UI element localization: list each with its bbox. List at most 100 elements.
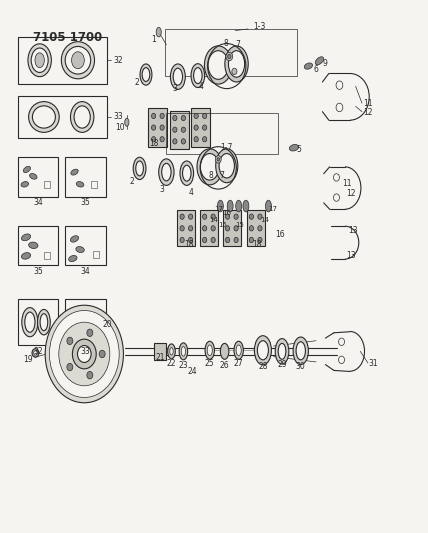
Ellipse shape <box>88 314 96 330</box>
Circle shape <box>258 214 262 219</box>
Bar <box>169 111 189 149</box>
Ellipse shape <box>254 336 271 365</box>
Circle shape <box>336 103 343 112</box>
Circle shape <box>152 114 156 118</box>
Ellipse shape <box>71 52 84 69</box>
Ellipse shape <box>173 68 182 85</box>
Text: 35: 35 <box>33 267 43 276</box>
Circle shape <box>87 329 93 336</box>
Circle shape <box>226 52 233 61</box>
Bar <box>18 96 107 138</box>
Circle shape <box>333 174 339 181</box>
Circle shape <box>202 136 207 142</box>
Ellipse shape <box>21 182 29 187</box>
Bar <box>44 252 50 259</box>
Circle shape <box>181 139 185 144</box>
Circle shape <box>333 194 339 201</box>
Text: 18: 18 <box>184 240 193 249</box>
Text: 18: 18 <box>252 240 261 249</box>
Text: 25: 25 <box>205 359 214 367</box>
Ellipse shape <box>170 348 173 355</box>
Text: 34: 34 <box>81 267 90 276</box>
Circle shape <box>67 364 73 371</box>
Circle shape <box>339 338 345 345</box>
Ellipse shape <box>65 46 91 74</box>
Bar <box>18 157 58 197</box>
Ellipse shape <box>229 51 245 77</box>
Text: 16: 16 <box>275 230 285 239</box>
Ellipse shape <box>29 242 38 248</box>
Ellipse shape <box>296 342 306 360</box>
Circle shape <box>202 214 207 219</box>
Text: 14: 14 <box>260 217 269 223</box>
Text: 13: 13 <box>346 252 356 261</box>
Circle shape <box>228 54 231 59</box>
Ellipse shape <box>216 149 238 183</box>
Circle shape <box>77 345 91 362</box>
Bar <box>44 181 50 188</box>
Ellipse shape <box>275 338 289 364</box>
Bar <box>191 109 210 147</box>
Ellipse shape <box>180 161 193 185</box>
Text: 28: 28 <box>258 362 268 370</box>
Bar <box>18 225 58 265</box>
Ellipse shape <box>227 200 233 212</box>
Text: 7: 7 <box>235 41 240 50</box>
Text: 20: 20 <box>103 320 113 329</box>
Circle shape <box>234 237 238 243</box>
Bar <box>200 211 218 246</box>
Circle shape <box>202 114 207 118</box>
Circle shape <box>173 127 177 132</box>
Circle shape <box>211 225 215 231</box>
Text: 8: 8 <box>208 171 213 180</box>
Ellipse shape <box>71 236 79 242</box>
Bar <box>18 37 107 84</box>
Ellipse shape <box>208 51 229 79</box>
Ellipse shape <box>142 68 150 82</box>
Circle shape <box>160 125 164 130</box>
Circle shape <box>215 156 221 163</box>
Text: 13: 13 <box>349 226 358 235</box>
Circle shape <box>249 214 253 219</box>
Ellipse shape <box>38 310 50 335</box>
Circle shape <box>202 225 207 231</box>
Circle shape <box>173 139 177 144</box>
Bar <box>223 211 241 246</box>
Bar <box>149 109 167 147</box>
Text: 3: 3 <box>160 184 164 193</box>
Ellipse shape <box>125 118 129 126</box>
Ellipse shape <box>74 106 90 128</box>
Text: 34: 34 <box>33 198 43 207</box>
Circle shape <box>217 158 220 161</box>
Ellipse shape <box>191 63 205 87</box>
Circle shape <box>50 311 119 398</box>
Circle shape <box>188 225 193 231</box>
Ellipse shape <box>265 200 271 212</box>
Text: 33: 33 <box>113 112 123 122</box>
Circle shape <box>258 237 262 243</box>
Text: 10: 10 <box>115 123 125 132</box>
Circle shape <box>180 214 184 219</box>
Circle shape <box>202 237 207 243</box>
Ellipse shape <box>40 314 48 330</box>
Circle shape <box>211 237 215 243</box>
Text: 31: 31 <box>369 359 378 367</box>
Ellipse shape <box>133 157 146 180</box>
Circle shape <box>226 237 230 243</box>
Circle shape <box>152 136 156 142</box>
Circle shape <box>194 125 198 130</box>
Text: 2: 2 <box>134 78 139 87</box>
Circle shape <box>336 81 343 90</box>
Text: 4: 4 <box>199 82 204 91</box>
Circle shape <box>173 115 177 120</box>
Ellipse shape <box>234 341 244 359</box>
Text: 16: 16 <box>222 211 231 216</box>
Text: 4: 4 <box>188 188 193 197</box>
Ellipse shape <box>179 343 187 360</box>
Circle shape <box>45 305 123 403</box>
Text: 12: 12 <box>363 108 373 117</box>
Ellipse shape <box>136 161 143 176</box>
Ellipse shape <box>71 169 78 175</box>
Circle shape <box>188 237 193 243</box>
Text: 2: 2 <box>130 177 135 186</box>
